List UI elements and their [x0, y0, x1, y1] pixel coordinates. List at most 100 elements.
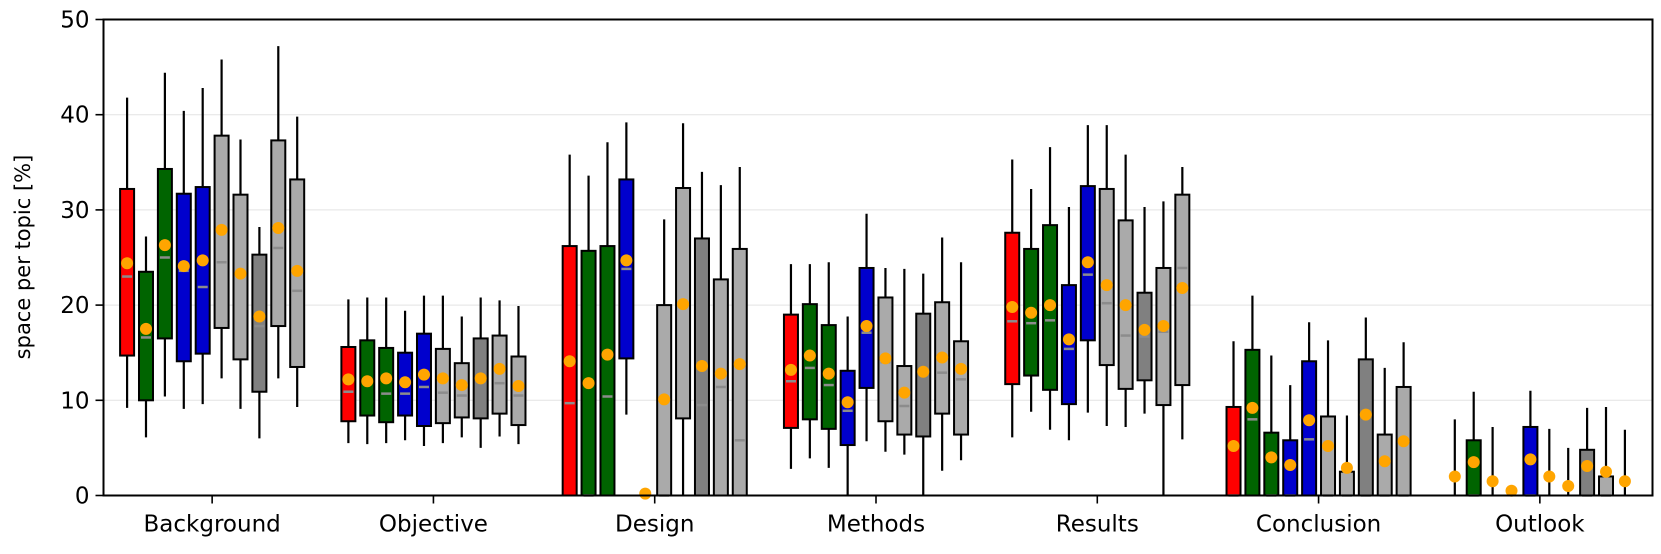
mean-marker: [1467, 456, 1480, 469]
category-group-methods: [782, 213, 970, 496]
mean-marker: [121, 257, 134, 270]
mean-marker: [936, 351, 949, 364]
y-tick-label: 0: [75, 484, 90, 510]
box-series: [119, 46, 1631, 500]
box: [561, 245, 578, 497]
mean-marker: [1303, 414, 1316, 427]
mean-marker: [291, 264, 304, 277]
mean-marker: [1448, 470, 1461, 483]
box: [1155, 266, 1172, 407]
box: [1301, 360, 1318, 497]
mean-marker: [399, 376, 412, 389]
mean-marker: [493, 362, 506, 375]
y-axis-label: space per topic [%]: [11, 155, 35, 360]
mean-marker: [139, 322, 152, 335]
mean-marker: [695, 360, 708, 373]
box: [1598, 475, 1615, 497]
mean-marker: [658, 393, 671, 406]
mean-marker: [803, 349, 816, 362]
x-tick-label: Results: [1056, 512, 1139, 538]
box: [137, 270, 154, 402]
mean-marker: [455, 379, 468, 392]
mean-marker: [879, 352, 892, 365]
mean-marker: [917, 365, 930, 378]
box: [378, 346, 395, 424]
box: [175, 192, 192, 363]
x-tick-label: Methods: [827, 512, 925, 538]
mean-marker: [272, 221, 285, 234]
mean-marker: [1581, 459, 1594, 472]
box: [896, 365, 913, 436]
mean-marker: [677, 298, 690, 311]
mean-marker: [1265, 451, 1278, 464]
mean-marker: [784, 363, 797, 376]
mean-marker: [1322, 439, 1335, 452]
mean-marker: [1397, 435, 1410, 448]
mean-marker: [436, 372, 449, 385]
mean-marker: [1378, 455, 1391, 468]
mean-marker: [733, 358, 746, 371]
mean-marker: [601, 348, 614, 361]
box: [434, 347, 451, 425]
mean-marker: [512, 380, 525, 393]
mean-marker: [841, 396, 854, 409]
mean-marker: [1562, 479, 1575, 492]
mean-marker: [620, 254, 633, 267]
mean-marker: [822, 367, 835, 380]
mean-marker: [1618, 475, 1631, 488]
mean-marker: [714, 367, 727, 380]
mean-marker: [1006, 301, 1019, 314]
mean-marker: [860, 320, 873, 333]
mean-marker: [417, 368, 430, 381]
category-group-design: [561, 122, 748, 500]
category-group-background: [119, 46, 306, 439]
mean-marker: [361, 375, 374, 388]
mean-marker: [474, 372, 487, 385]
mean-marker: [215, 223, 228, 236]
mean-marker: [955, 362, 968, 375]
mean-marker: [582, 377, 595, 390]
category-group-objective: [340, 295, 527, 448]
mean-marker: [196, 254, 209, 267]
category-group-results: [1004, 125, 1191, 496]
y-tick-label: 10: [60, 388, 89, 414]
mean-marker: [1062, 333, 1075, 346]
axes: 0 10 20 30 40 50 Background Objective Design Meth…: [60, 8, 1585, 538]
mean-marker: [1486, 475, 1499, 488]
mean-marker: [1138, 323, 1151, 336]
box: [1579, 448, 1596, 497]
mean-marker: [1284, 459, 1297, 472]
mean-marker: [1119, 299, 1132, 312]
box: [599, 245, 616, 497]
mean-marker: [639, 487, 652, 500]
x-tick-label: Design: [615, 512, 694, 538]
box: [1098, 187, 1115, 367]
box: [1263, 431, 1280, 497]
box: [119, 187, 136, 357]
box: [801, 303, 818, 421]
y-tick-label: 50: [60, 8, 89, 34]
mean-marker: [1543, 470, 1556, 483]
box: [731, 247, 748, 497]
plot-frame: [102, 18, 1654, 497]
mean-marker: [563, 355, 576, 368]
mean-marker: [1157, 320, 1170, 333]
mean-marker: [1227, 439, 1240, 452]
box: [1320, 415, 1337, 497]
box: [1338, 470, 1355, 497]
mean-marker: [1081, 256, 1094, 269]
mean-marker: [1600, 465, 1613, 478]
box: [1244, 348, 1261, 497]
box: [1357, 358, 1374, 497]
mean-marker: [1340, 461, 1353, 474]
mean-marker: [1505, 484, 1518, 497]
mean-marker: [342, 373, 355, 386]
x-tick-label: Background: [144, 512, 281, 538]
y-tick-label: 20: [60, 293, 89, 319]
box: [251, 253, 268, 393]
mean-marker: [1176, 281, 1189, 294]
mean-marker: [1100, 279, 1113, 292]
x-tick-label: Conclusion: [1256, 512, 1381, 538]
